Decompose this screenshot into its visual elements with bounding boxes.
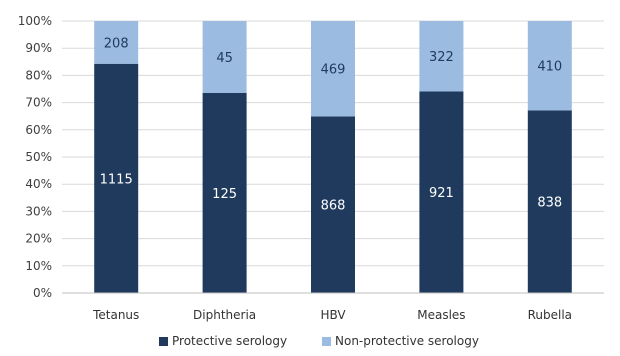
x-category-label: Tetanus bbox=[92, 308, 139, 322]
y-tick-label: 40% bbox=[25, 177, 52, 191]
legend-label-non-protective: Non-protective serology bbox=[335, 334, 479, 348]
bar-non-protective-tetanus bbox=[94, 21, 139, 64]
y-axis: 0% 10% 20% 30% 40% 50% 60% 70% 80% 90% 100% bbox=[18, 14, 52, 300]
y-tick-label: 100% bbox=[18, 14, 52, 28]
data-label-non-protective: 322 bbox=[429, 50, 454, 65]
bars: 1115 208 125 45 868 469 921 322 838 410 bbox=[94, 21, 572, 294]
x-category-label: HBV bbox=[320, 308, 346, 322]
data-label-non-protective: 469 bbox=[321, 63, 346, 78]
y-tick-label: 60% bbox=[25, 123, 52, 137]
y-tick-label: 20% bbox=[25, 232, 52, 246]
bar-non-protective-hbv bbox=[311, 21, 355, 117]
bar-non-protective-measles bbox=[419, 21, 464, 92]
y-tick-label: 0% bbox=[33, 286, 52, 300]
legend-label-protective: Protective serology bbox=[172, 334, 287, 348]
bar-protective-tetanus bbox=[94, 63, 139, 294]
legend-swatch-protective bbox=[159, 337, 168, 346]
bar-protective-measles bbox=[419, 91, 464, 293]
y-tick-label: 80% bbox=[25, 68, 52, 82]
x-axis: Tetanus Diphtheria HBV Measles Rubella bbox=[62, 292, 604, 322]
y-tick-label: 30% bbox=[25, 204, 52, 218]
data-label-protective: 868 bbox=[321, 199, 346, 214]
y-tick-label: 10% bbox=[25, 259, 52, 273]
legend-swatch-non-protective bbox=[322, 337, 331, 346]
data-label-protective: 1115 bbox=[100, 172, 133, 187]
x-category-label: Rubella bbox=[528, 308, 572, 322]
y-tick-label: 70% bbox=[25, 96, 52, 110]
data-label-protective: 125 bbox=[212, 187, 237, 202]
y-tick-label: 50% bbox=[25, 150, 52, 164]
data-label-protective: 921 bbox=[429, 186, 454, 201]
bar-protective-hbv bbox=[311, 116, 355, 294]
data-label-protective: 838 bbox=[537, 196, 562, 211]
data-label-non-protective: 410 bbox=[537, 60, 562, 75]
data-label-non-protective: 45 bbox=[216, 51, 233, 66]
legend: Protective serology Non-protective serolo… bbox=[159, 334, 479, 348]
x-category-label: Diphtheria bbox=[193, 308, 256, 322]
bar-protective-diphtheria bbox=[202, 93, 247, 293]
data-label-non-protective: 208 bbox=[104, 36, 129, 51]
bar-protective-rubella bbox=[527, 110, 572, 293]
bar-non-protective-rubella bbox=[527, 21, 572, 111]
y-tick-label: 90% bbox=[25, 41, 52, 55]
x-category-label: Measles bbox=[417, 308, 465, 322]
bar-non-protective-diphtheria bbox=[202, 21, 247, 93]
